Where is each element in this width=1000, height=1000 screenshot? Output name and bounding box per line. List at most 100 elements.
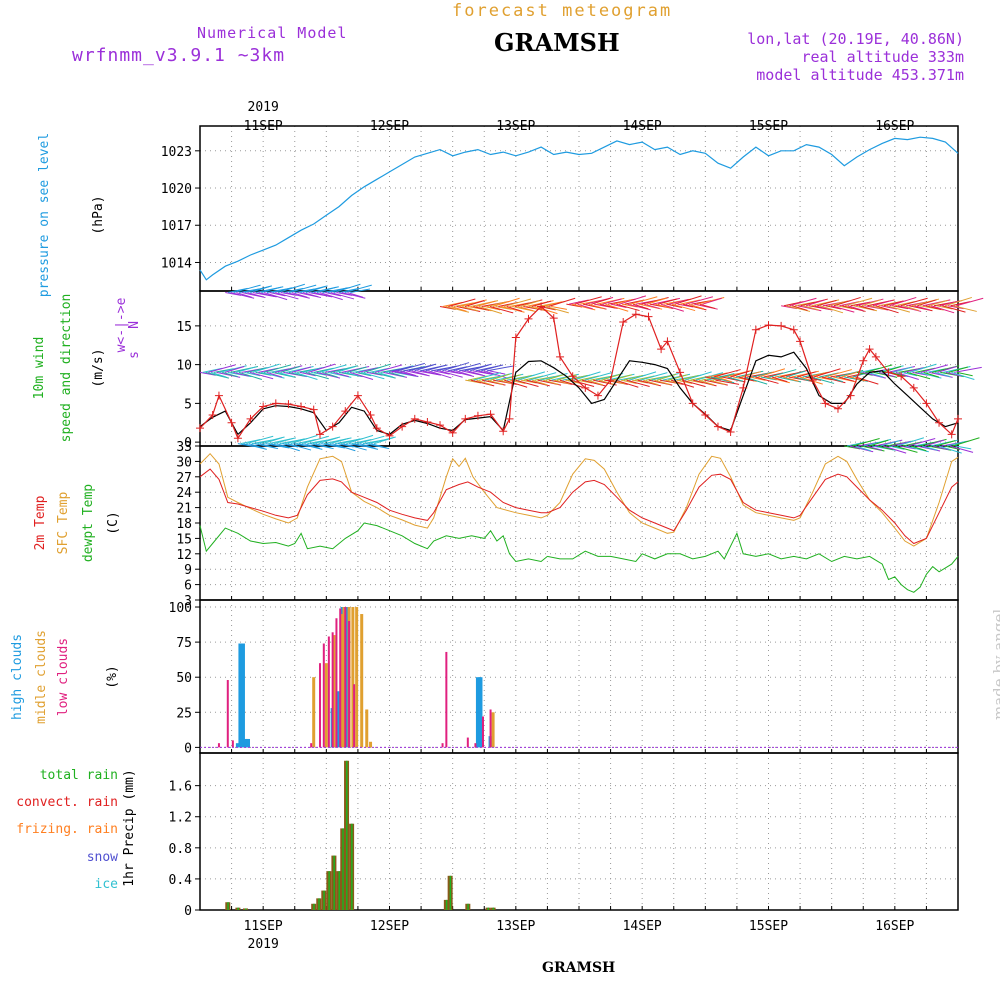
cloud-bar-mid bbox=[339, 614, 343, 748]
wind-barb bbox=[674, 295, 702, 305]
cloud-bar-low bbox=[445, 651, 448, 748]
compass-we-label: w<-|->e bbox=[114, 297, 129, 352]
bottom-axis-date-label: 11SEP bbox=[244, 919, 283, 934]
wind-barb bbox=[749, 376, 766, 381]
panel-frame bbox=[199, 752, 959, 911]
wind-speed-marker bbox=[619, 318, 628, 326]
wind-barb bbox=[819, 305, 844, 314]
model-version: wrfnmm_v3.9.1 ~3km bbox=[72, 45, 286, 66]
wind-barb bbox=[280, 292, 297, 296]
wind-barb bbox=[947, 440, 967, 447]
wind-speed-marker bbox=[398, 422, 407, 431]
wind-barb bbox=[225, 292, 242, 296]
wind-barb bbox=[640, 372, 668, 381]
temp-axis-unit: (C) bbox=[106, 511, 121, 534]
wind-gust-line bbox=[199, 351, 959, 436]
wind-barb bbox=[576, 379, 593, 384]
wind-barb bbox=[785, 370, 806, 378]
wind-barb bbox=[539, 306, 556, 311]
top-axis-date-label: 16SEP bbox=[875, 119, 914, 134]
top-axis-date-label: 11SEP bbox=[244, 119, 283, 134]
wind-barb bbox=[705, 376, 722, 381]
wind-barb-band bbox=[225, 283, 372, 301]
wind-speed-marker bbox=[309, 405, 318, 414]
wind-barb bbox=[271, 443, 287, 448]
wind-barb bbox=[794, 376, 810, 382]
wind-barb bbox=[327, 287, 348, 294]
cloud-bar-high bbox=[344, 607, 349, 748]
wind-barb bbox=[199, 371, 216, 376]
wind-speed-marker bbox=[764, 321, 773, 330]
wind-speed-marker bbox=[846, 391, 855, 400]
wind-barb bbox=[944, 296, 973, 307]
wind-barb bbox=[880, 440, 900, 447]
wind-barb bbox=[287, 443, 312, 451]
wind-barb bbox=[469, 364, 490, 372]
wind-barb-band bbox=[439, 297, 576, 315]
y-tick-label: 1.2 bbox=[169, 811, 192, 826]
cloud-bar-mid bbox=[365, 709, 369, 748]
wind-barb bbox=[542, 301, 563, 307]
wind-barb bbox=[360, 443, 376, 449]
cloud-bar-high bbox=[475, 677, 480, 748]
wind-barb bbox=[487, 301, 507, 307]
wind-barb bbox=[715, 379, 740, 385]
wind-barb bbox=[374, 364, 403, 373]
wind-barb bbox=[598, 379, 615, 385]
wind-barb bbox=[755, 376, 779, 384]
y-tick-label: 12 bbox=[176, 548, 192, 563]
wind-barb bbox=[489, 370, 506, 375]
wind-speed-marker bbox=[954, 414, 962, 423]
wind-barb bbox=[670, 379, 695, 388]
top-axis-year: 2019 bbox=[248, 100, 279, 115]
wind-barb bbox=[489, 306, 514, 314]
wind-axis-title: 10m wind bbox=[32, 337, 47, 400]
y-tick-label: 27 bbox=[176, 471, 192, 486]
wind-barb bbox=[883, 300, 904, 307]
wind-barb bbox=[436, 365, 457, 372]
wind-speed-marker bbox=[410, 414, 419, 423]
wind-speed-marker bbox=[486, 410, 495, 419]
wind-barb bbox=[363, 363, 391, 373]
y-tick-label: 1.6 bbox=[169, 780, 192, 795]
wind-barb bbox=[291, 366, 312, 373]
wind-barb bbox=[261, 286, 281, 294]
wind-barb bbox=[347, 292, 363, 298]
top-axis-date-label: 15SEP bbox=[749, 119, 788, 134]
wind-barb bbox=[255, 371, 272, 376]
bottom-axis-date-label: 14SEP bbox=[623, 919, 662, 934]
wind-barb bbox=[836, 305, 853, 310]
wind-speed-marker bbox=[227, 418, 236, 427]
wind-barb bbox=[867, 371, 884, 378]
wind-barb-band bbox=[465, 371, 740, 388]
wind-barb bbox=[629, 371, 657, 381]
wind-barb bbox=[425, 365, 446, 372]
mid-clouds-axis-title: midle clouds bbox=[34, 630, 49, 724]
wind-barb bbox=[938, 445, 962, 454]
precip-bar-convect bbox=[237, 907, 239, 910]
wind-barb bbox=[277, 283, 305, 294]
wind-barb bbox=[816, 376, 833, 381]
wind-barb bbox=[236, 292, 252, 298]
wind-barb bbox=[481, 365, 501, 372]
wind-barb bbox=[948, 366, 969, 373]
wind-barb bbox=[277, 371, 294, 378]
wind-barb bbox=[892, 305, 909, 310]
wind-speed-marker bbox=[214, 391, 223, 400]
dewpt-axis-title: dewpt Temp bbox=[81, 484, 96, 562]
wind-barb bbox=[340, 438, 361, 445]
bottom-axis-date-label: 15SEP bbox=[749, 919, 788, 934]
cloud-bar-high bbox=[235, 743, 240, 748]
wind-barb bbox=[677, 303, 694, 308]
wind-speed-marker bbox=[581, 383, 590, 392]
wind-barb bbox=[326, 443, 343, 448]
wind-barb bbox=[738, 376, 755, 382]
wind-barb bbox=[612, 374, 633, 381]
wind-barb bbox=[613, 298, 634, 305]
wind-barb bbox=[934, 371, 951, 378]
wind-barb bbox=[344, 284, 372, 294]
wind-barb bbox=[448, 298, 476, 307]
wind-barb-band bbox=[844, 437, 980, 454]
wind-barb bbox=[620, 379, 637, 384]
cloud-bar-high bbox=[240, 643, 245, 748]
